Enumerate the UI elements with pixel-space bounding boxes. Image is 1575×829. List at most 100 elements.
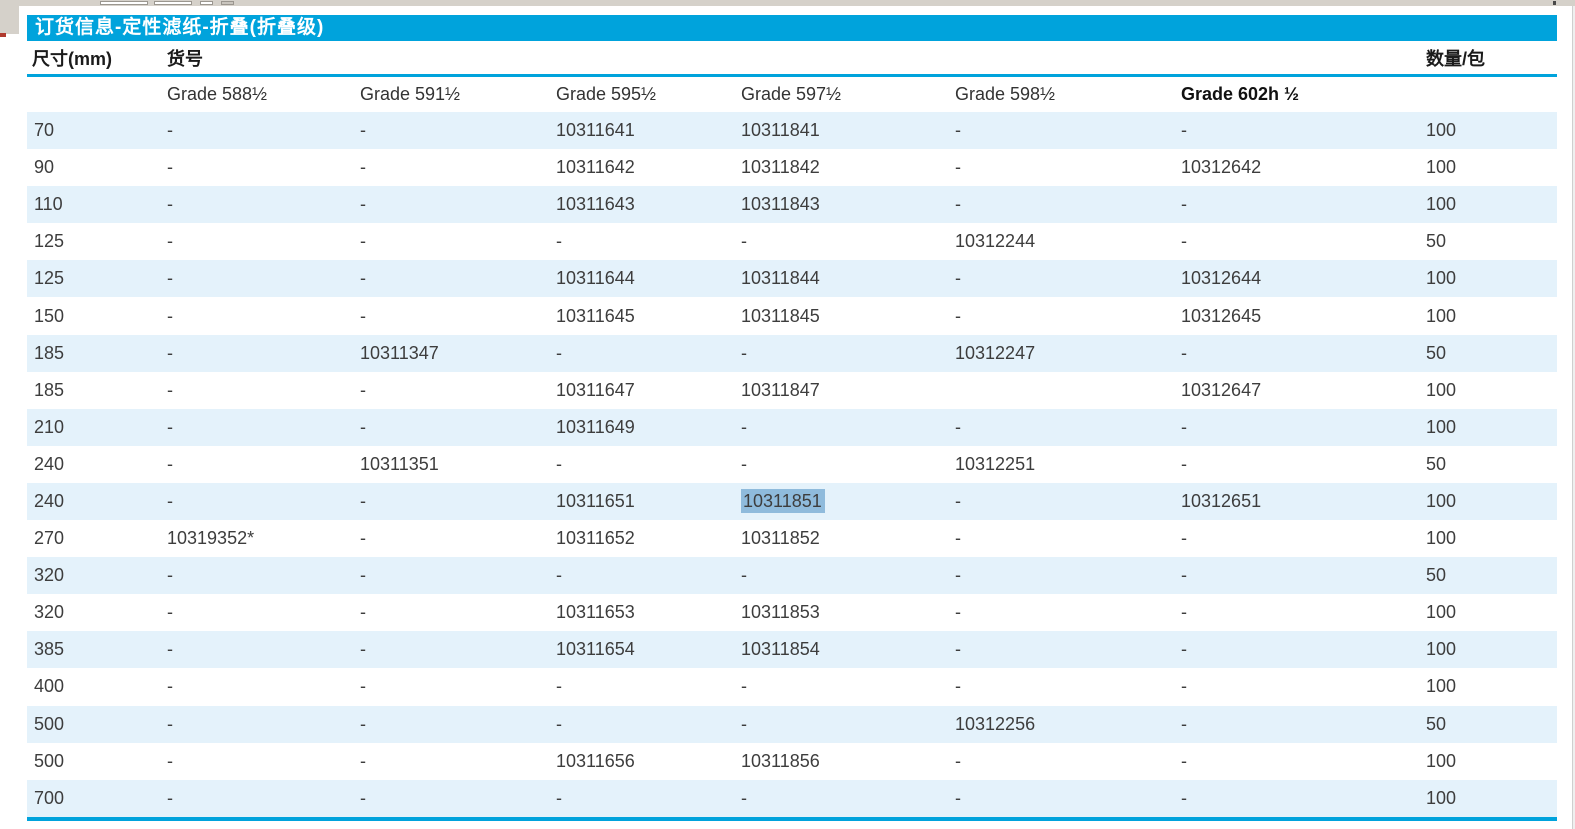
- catalog-cell: 10311652: [556, 528, 635, 549]
- grade-header-row: Grade 588½ Grade 591½ Grade 595½ Grade 5…: [27, 77, 1557, 112]
- section-title-bar: 订货信息-定性滤纸-折叠(折叠级): [27, 15, 1557, 41]
- table-row: 400 - - - - - - 100: [27, 668, 1557, 705]
- table-row: 150 - - 10311645 10311845 - 10312645 100: [27, 297, 1557, 334]
- catalog-cell: -: [1181, 342, 1187, 363]
- toolbar-glyph: [1553, 1, 1556, 5]
- table-row: 385 - - 10311654 10311854 - - 100: [27, 631, 1557, 669]
- catalog-cell: -: [167, 750, 173, 771]
- table-row: 210 - - 10311649 - - - 100: [27, 408, 1557, 446]
- sidebar-icon-fragment: [0, 33, 6, 37]
- catalog-cell: 10319352*: [167, 528, 255, 549]
- grade-header: Grade 591½: [360, 84, 461, 104]
- catalog-cell: -: [741, 676, 747, 697]
- catalog-cell: -: [360, 194, 366, 215]
- table-row: 125 - - 10311644 10311844 - 10312644 100: [27, 260, 1557, 298]
- catalog-cell: -: [955, 750, 961, 771]
- size-cell: 500: [34, 750, 65, 771]
- catalog-cell: -: [360, 565, 366, 586]
- catalog-cell: -: [360, 639, 366, 660]
- table-body: 70 - - 10311641 10311841 - - 100 90 - - …: [27, 112, 1557, 817]
- table-row: 500 - - 10311656 10311856 - - 100: [27, 743, 1557, 780]
- size-cell: 270: [34, 528, 65, 549]
- catalog-cell: 10311845: [741, 305, 820, 326]
- size-cell: 210: [34, 416, 65, 437]
- toolbar-button[interactable]: [221, 1, 234, 5]
- catalog-cell: 10312244: [955, 231, 1036, 252]
- qty-cell: 50: [1426, 342, 1447, 363]
- catalog-cell: -: [1181, 639, 1187, 660]
- catalog-cell: -: [1181, 676, 1187, 697]
- table-bottom-border: [27, 816, 1557, 821]
- size-cell: 700: [34, 787, 65, 808]
- catalog-cell: 10311853: [741, 602, 820, 623]
- catalog-cell: 10311649: [556, 416, 635, 437]
- catalog-cell: -: [167, 379, 173, 400]
- table-row: 240 - 10311351 - - 10312251 - 50: [27, 446, 1557, 483]
- catalog-cell: -: [167, 787, 173, 808]
- table-row: 500 - - - - 10312256 - 50: [27, 705, 1557, 743]
- size-cell: 70: [34, 120, 55, 141]
- qty-cell: 100: [1426, 528, 1457, 549]
- catalog-cell: -: [741, 565, 747, 586]
- column-header-size: 尺寸(mm): [32, 48, 112, 69]
- catalog-cell: -: [955, 194, 961, 215]
- catalog-cell: -: [167, 194, 173, 215]
- catalog-cell: -: [167, 157, 173, 178]
- catalog-cell: 10311841: [741, 120, 820, 141]
- toolbar-button[interactable]: [200, 1, 213, 5]
- column-header-qty: 数量/包: [1426, 48, 1486, 69]
- catalog-cell: -: [955, 787, 961, 808]
- catalog-cell: 10311656: [556, 750, 635, 771]
- qty-cell: 100: [1426, 120, 1457, 141]
- size-cell: 320: [34, 602, 65, 623]
- catalog-cell: 10311645: [556, 305, 635, 326]
- catalog-cell: -: [167, 305, 173, 326]
- qty-cell: 100: [1426, 416, 1457, 437]
- catalog-cell: -: [360, 490, 366, 511]
- catalog-cell: 10311653: [556, 602, 635, 623]
- catalog-cell: -: [167, 565, 173, 586]
- catalog-cell: 10312247: [955, 342, 1036, 363]
- size-cell: 185: [34, 379, 65, 400]
- table-row: 700 - - - - - - 100: [27, 779, 1557, 817]
- catalog-cell: -: [741, 231, 747, 252]
- catalog-cell: 10312642: [1181, 157, 1262, 178]
- catalog-cell: 10311852: [741, 528, 820, 549]
- catalog-cell: -: [360, 676, 366, 697]
- qty-cell: 100: [1426, 268, 1457, 289]
- catalog-cell: 10311351: [360, 453, 439, 474]
- catalog-cell: -: [955, 305, 961, 326]
- catalog-cell: -: [955, 676, 961, 697]
- catalog-cell: -: [360, 528, 366, 549]
- window-toolbar-strip: [0, 0, 1575, 6]
- selected-catalog-number: 10311851: [741, 488, 955, 513]
- qty-cell: 50: [1426, 713, 1447, 734]
- table-row: 240 - - 10311651 10311851 - 10312651 100: [27, 482, 1557, 521]
- qty-cell: 100: [1426, 639, 1457, 660]
- catalog-cell: -: [556, 231, 562, 252]
- table-row: 320 - - - - - - 50: [27, 557, 1557, 595]
- size-cell: 320: [34, 565, 65, 586]
- catalog-cell: -: [1181, 453, 1187, 474]
- window-right-edge: [1572, 6, 1575, 829]
- ordering-info-table: 订货信息-定性滤纸-折叠(折叠级) 尺寸(mm) 货号 数量/包 Grade 5…: [27, 15, 1557, 821]
- catalog-cell: -: [741, 342, 747, 363]
- table-row: 90 - - 10311642 10311842 - 10312642 100: [27, 149, 1557, 186]
- catalog-cell: -: [556, 342, 562, 363]
- catalog-cell: 10312647: [1181, 379, 1262, 400]
- header-divider: [27, 74, 1557, 77]
- catalog-cell: 10311347: [360, 342, 439, 363]
- toolbar-button[interactable]: [100, 1, 148, 5]
- catalog-cell: -: [360, 713, 366, 734]
- catalog-cell: 10311856: [741, 750, 820, 771]
- table-row: 70 - - 10311641 10311841 - - 100: [27, 112, 1557, 150]
- catalog-cell: 10311641: [556, 120, 635, 141]
- grade-header: Grade 588½: [167, 84, 268, 104]
- grade-header: Grade 597½: [741, 84, 842, 104]
- catalog-cell: 10311644: [556, 268, 635, 289]
- catalog-cell: 10312645: [1181, 305, 1262, 326]
- table-row: 110 - - 10311643 10311843 - - 100: [27, 186, 1557, 224]
- catalog-cell: -: [360, 750, 366, 771]
- catalog-cell: -: [741, 713, 747, 734]
- toolbar-button[interactable]: [154, 1, 192, 5]
